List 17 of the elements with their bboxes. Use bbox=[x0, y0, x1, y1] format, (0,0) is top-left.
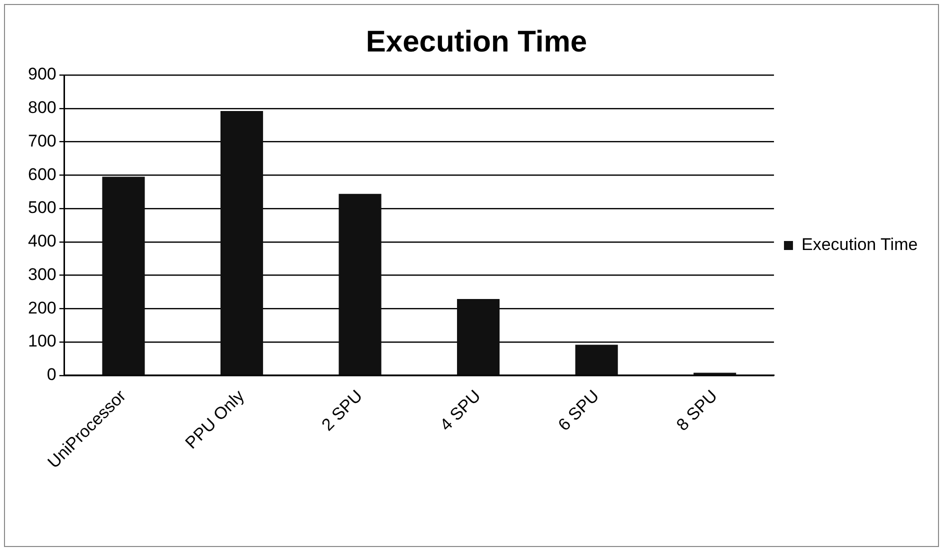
y-tick-label: 200 bbox=[28, 298, 56, 318]
y-tick-label: 100 bbox=[28, 332, 56, 351]
bar bbox=[457, 298, 500, 375]
y-tick-label: 800 bbox=[28, 98, 56, 118]
legend-label: Execution Time bbox=[801, 235, 918, 254]
chart-title: Execution Time bbox=[366, 25, 588, 58]
y-tick-label: 500 bbox=[28, 198, 56, 218]
y-tick-label: 900 bbox=[28, 64, 56, 84]
y-tick-label: 300 bbox=[28, 264, 56, 284]
bar bbox=[220, 111, 264, 375]
y-tick-label: 400 bbox=[28, 232, 56, 251]
y-tick-label: 0 bbox=[46, 365, 56, 384]
bar bbox=[338, 194, 382, 375]
y-tick-label: 600 bbox=[28, 164, 56, 184]
bar bbox=[575, 344, 618, 375]
y-tick-label: 700 bbox=[28, 131, 56, 150]
bar bbox=[102, 176, 145, 375]
